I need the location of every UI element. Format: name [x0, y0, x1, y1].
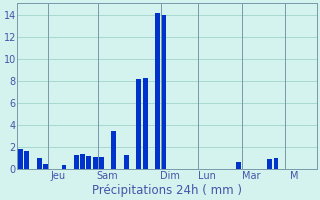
Bar [99, 157, 104, 169]
Bar [61, 165, 67, 169]
X-axis label: Précipitations 24h ( mm ): Précipitations 24h ( mm ) [92, 184, 242, 197]
Bar [18, 149, 23, 169]
Bar [143, 78, 148, 169]
Bar [236, 162, 241, 169]
Bar [36, 158, 42, 169]
Bar [111, 131, 116, 169]
Bar [24, 151, 29, 169]
Bar [155, 13, 160, 169]
Bar [124, 155, 129, 169]
Bar [93, 157, 98, 169]
Bar [267, 159, 272, 169]
Bar [161, 15, 166, 169]
Bar [80, 154, 85, 169]
Bar [74, 155, 79, 169]
Bar [274, 158, 278, 169]
Bar [136, 79, 141, 169]
Bar [43, 164, 48, 169]
Bar [86, 156, 92, 169]
